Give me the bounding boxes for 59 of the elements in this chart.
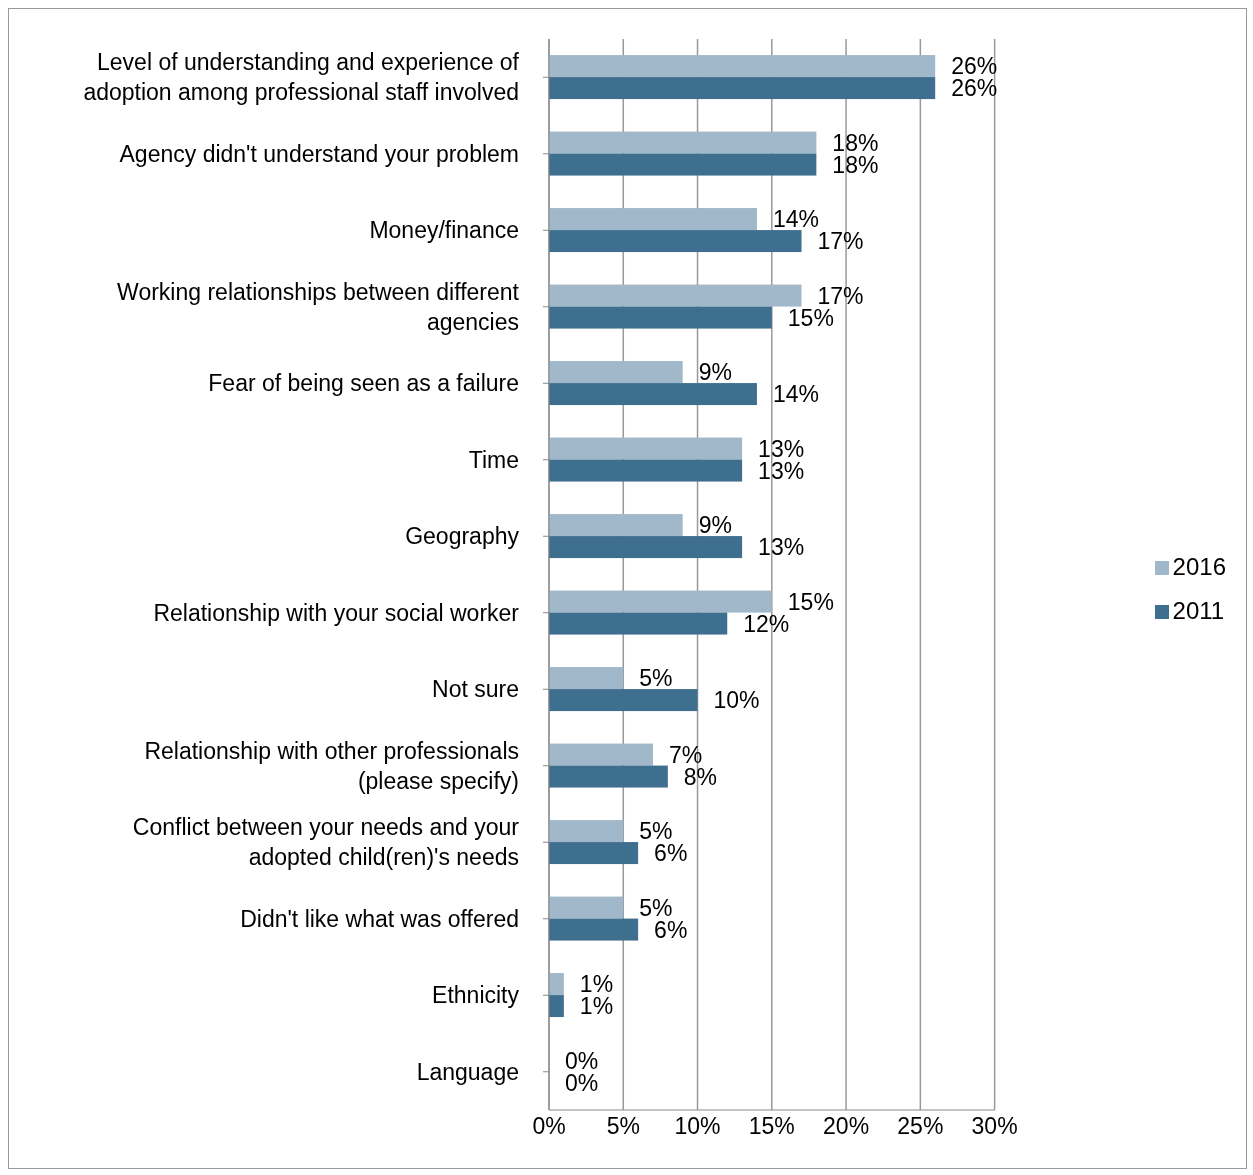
y-tick-label: Not sure — [432, 676, 519, 703]
bar — [549, 55, 936, 78]
data-label: 15% — [787, 588, 834, 615]
bar — [549, 995, 564, 1018]
bar — [549, 306, 772, 329]
y-tick-label: Relationship with your social worker — [153, 599, 520, 626]
bar — [549, 459, 743, 482]
y-tick-label: Fear of being seen as a failure — [208, 370, 519, 397]
y-tick-label: Level of understanding and experience of adoption among professional staff involved — [83, 49, 520, 106]
bar — [549, 284, 802, 307]
bar — [549, 383, 757, 406]
bar — [549, 973, 564, 996]
x-tick-label: 20% — [823, 1113, 870, 1140]
y-tick-label: Language — [416, 1058, 519, 1085]
x-tick-label: 5% — [606, 1113, 640, 1140]
data-label: 14% — [772, 381, 819, 408]
legend-label: 2016 — [1172, 552, 1226, 580]
x-tick-label: 15% — [748, 1113, 795, 1140]
x-tick-label: 10% — [674, 1113, 721, 1140]
bar — [549, 612, 728, 635]
bar — [549, 842, 639, 865]
bar — [549, 437, 743, 460]
y-tick-label: Agency didn't understand your problem — [119, 140, 519, 167]
bar — [549, 361, 683, 384]
y-tick-label: Conflict between your needs and your adopted child(ren)'s needs — [132, 814, 520, 871]
bar — [549, 765, 668, 788]
bar — [549, 536, 743, 559]
bar — [549, 667, 624, 690]
bar — [549, 896, 624, 919]
x-tick-label: 0% — [532, 1113, 566, 1140]
bar — [549, 689, 698, 712]
x-tick-label: 25% — [897, 1113, 944, 1140]
bar — [549, 743, 653, 766]
data-label: 9% — [698, 359, 732, 386]
bar — [549, 77, 936, 100]
bar — [549, 230, 802, 253]
y-tick-label: Didn't like what was offered — [240, 905, 519, 932]
y-tick-label: Working relationships between different agencies — [117, 278, 520, 335]
bar — [549, 918, 639, 941]
bar — [549, 820, 624, 843]
y-tick-label: Relationship with other professionals (please specify) — [144, 737, 519, 794]
data-label: 13% — [758, 534, 805, 561]
data-label: 14% — [772, 206, 819, 233]
x-tick-label: 30% — [971, 1113, 1018, 1140]
legend-label: 2011 — [1172, 596, 1225, 624]
bar — [549, 131, 817, 154]
data-label: 5% — [639, 665, 673, 692]
data-label: 9% — [698, 512, 732, 539]
bar — [549, 153, 817, 176]
data-label: 17% — [817, 228, 864, 255]
bar — [549, 208, 757, 231]
y-tick-label: Money/finance — [369, 217, 519, 244]
bar — [549, 514, 683, 537]
bar — [549, 590, 772, 613]
data-label: 12% — [743, 610, 790, 637]
y-tick-label: Time — [468, 446, 519, 473]
data-label: 10% — [713, 687, 760, 714]
y-tick-label: Ethnicity — [432, 982, 520, 1009]
y-tick-label: Geography — [405, 523, 520, 550]
